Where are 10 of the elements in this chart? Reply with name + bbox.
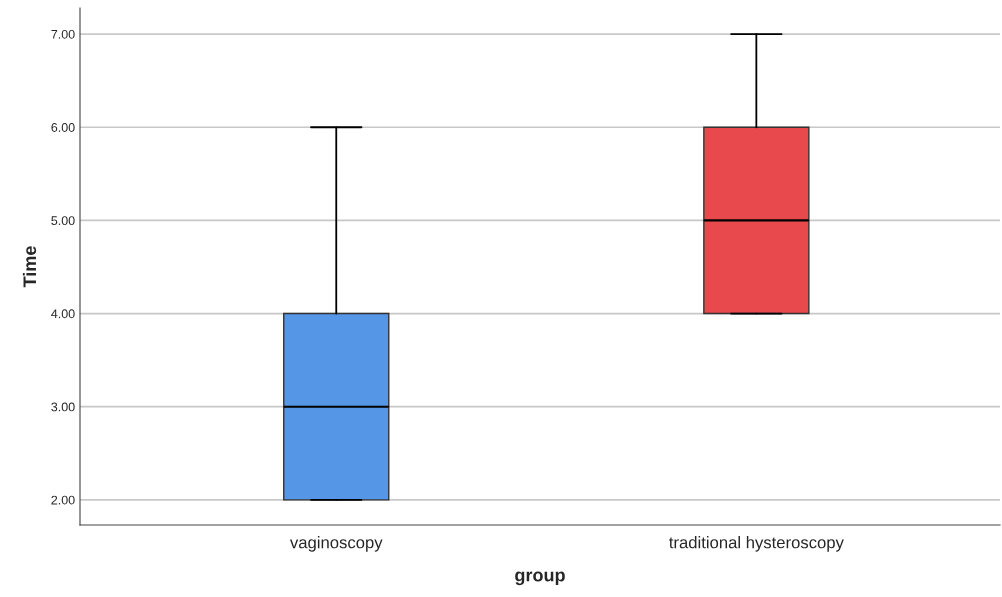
y-tick-label: 7.00 — [51, 29, 75, 39]
y-tick-label: 5.00 — [51, 216, 75, 226]
y-tick-label: 3.00 — [51, 402, 75, 412]
x-axis-title: group — [515, 571, 565, 586]
x-tick-label: vaginoscopy — [289, 536, 383, 552]
y-tick-label: 2.00 — [51, 495, 75, 505]
y-axis-title: Time — [22, 246, 37, 288]
x-tick-label: traditional hysteroscopy — [669, 536, 844, 552]
y-tick-label: 4.00 — [51, 309, 75, 319]
y-tick-label: 6.00 — [51, 123, 75, 132]
